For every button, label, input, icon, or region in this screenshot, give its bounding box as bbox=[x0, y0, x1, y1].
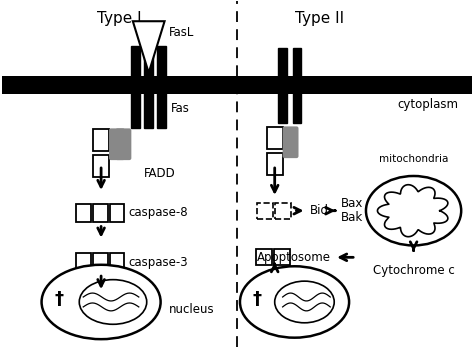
Bar bbox=[144, 46, 153, 128]
Bar bbox=[292, 48, 301, 124]
Bar bbox=[109, 204, 124, 222]
Bar bbox=[157, 46, 166, 128]
Bar bbox=[275, 203, 291, 219]
Bar bbox=[267, 153, 283, 175]
Bar bbox=[256, 250, 272, 265]
Bar bbox=[278, 48, 287, 124]
Text: Type II: Type II bbox=[295, 11, 344, 26]
Text: FADD: FADD bbox=[144, 167, 175, 180]
Bar bbox=[2, 76, 472, 94]
Bar bbox=[109, 253, 124, 271]
Text: caspase-3: caspase-3 bbox=[128, 256, 188, 269]
Bar bbox=[131, 46, 140, 128]
Bar bbox=[93, 155, 109, 177]
Text: caspase-8: caspase-8 bbox=[128, 206, 188, 219]
Ellipse shape bbox=[275, 281, 334, 323]
Text: FasL: FasL bbox=[169, 26, 194, 39]
Bar bbox=[76, 253, 91, 271]
Ellipse shape bbox=[366, 176, 461, 245]
Text: mitochondria: mitochondria bbox=[379, 154, 448, 164]
Text: †: † bbox=[252, 290, 261, 308]
Bar bbox=[76, 204, 91, 222]
FancyBboxPatch shape bbox=[283, 126, 299, 158]
Text: Bak: Bak bbox=[341, 211, 364, 224]
Text: Apoptosome: Apoptosome bbox=[257, 251, 331, 264]
Text: Cytochrome c: Cytochrome c bbox=[373, 264, 455, 277]
Text: nucleus: nucleus bbox=[169, 303, 214, 316]
Bar bbox=[93, 129, 109, 151]
Text: Type I: Type I bbox=[97, 11, 141, 26]
Ellipse shape bbox=[79, 280, 147, 324]
Bar bbox=[273, 250, 290, 265]
Text: Bid: Bid bbox=[310, 204, 328, 217]
FancyBboxPatch shape bbox=[116, 128, 131, 160]
Polygon shape bbox=[133, 21, 164, 73]
Text: Bax: Bax bbox=[341, 197, 364, 210]
Text: †: † bbox=[55, 290, 64, 308]
Ellipse shape bbox=[240, 266, 349, 338]
Bar bbox=[257, 203, 273, 219]
Bar bbox=[92, 204, 108, 222]
Text: cytoplasm: cytoplasm bbox=[397, 98, 458, 111]
Ellipse shape bbox=[42, 265, 161, 339]
Text: Fas: Fas bbox=[171, 102, 190, 114]
Bar bbox=[267, 127, 283, 149]
FancyBboxPatch shape bbox=[109, 128, 125, 160]
Bar bbox=[92, 253, 108, 271]
